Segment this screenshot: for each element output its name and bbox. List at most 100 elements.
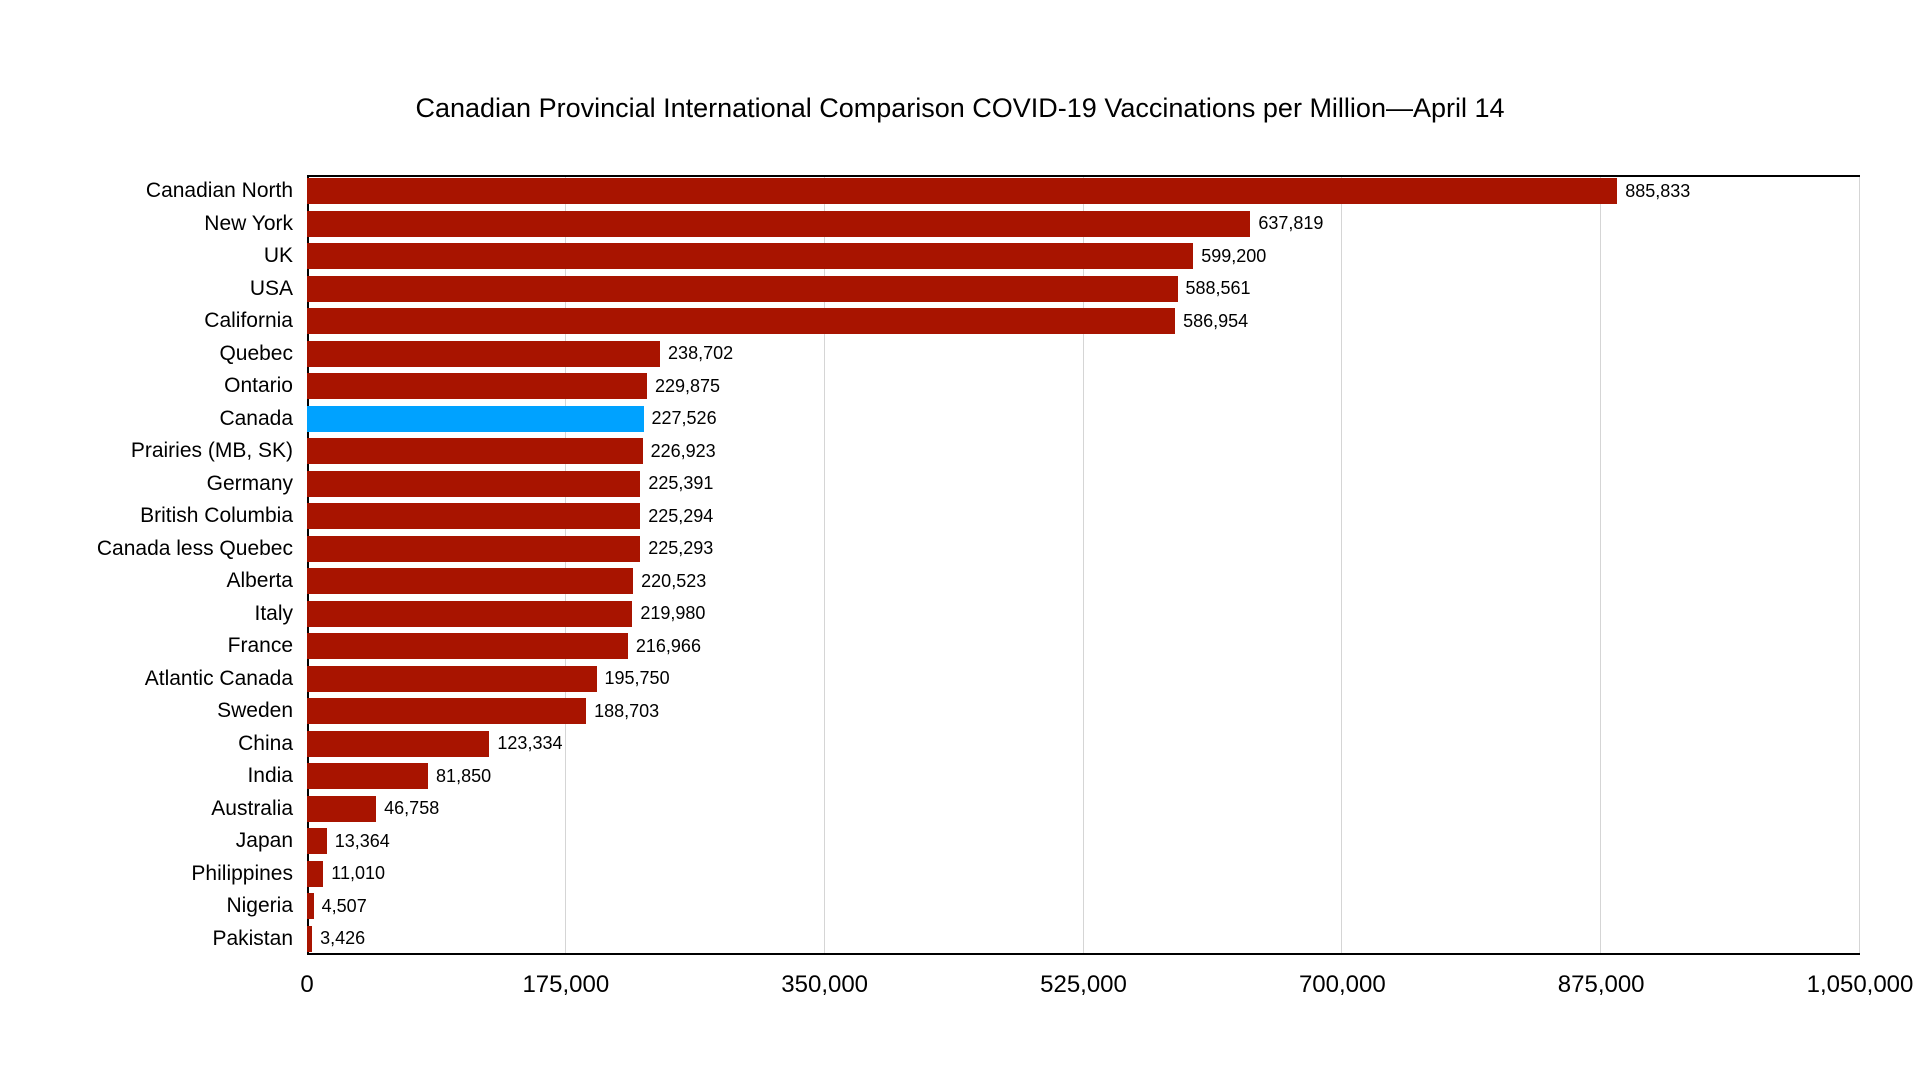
bar-track: 3,426 (307, 923, 1860, 956)
bar-track: 11,010 (307, 858, 1860, 891)
value-label: 81,850 (436, 765, 492, 786)
gridline (1859, 177, 1860, 953)
bar-track: 216,966 (307, 630, 1860, 663)
value-label: 4,507 (321, 895, 367, 916)
value-label: 188,703 (594, 700, 660, 721)
category-label: Australia (211, 796, 293, 820)
bar-row: California 586,954 (40, 305, 1860, 338)
category-label: California (204, 309, 293, 333)
category-label: Canada (219, 406, 293, 430)
x-tick-label: 350,000 (781, 971, 869, 998)
bar (307, 438, 643, 465)
category-label: Ontario (224, 374, 293, 398)
value-label: 586,954 (1183, 310, 1249, 331)
bar-track: 225,293 (307, 533, 1860, 566)
bar-track: 219,980 (307, 598, 1860, 631)
bar-row: Alberta 220,523 (40, 565, 1860, 598)
category-label: Atlantic Canada (144, 666, 293, 690)
bar-track: 599,200 (307, 240, 1860, 273)
category-label: Italy (254, 601, 293, 625)
bar-track: 238,702 (307, 338, 1860, 371)
bar (307, 340, 661, 367)
x-tick-label: 0 (300, 971, 314, 998)
value-label: 229,875 (654, 375, 721, 396)
value-label: 123,334 (497, 733, 563, 754)
gridline (564, 177, 566, 953)
value-label: 885,833 (1625, 180, 1691, 201)
x-tick-label: 525,000 (1040, 971, 1127, 998)
bar-track: 188,703 (307, 695, 1860, 728)
value-label: 227,526 (651, 408, 717, 429)
value-label: 637,819 (1258, 213, 1324, 234)
x-tick-label: 175,000 (522, 971, 610, 998)
x-axis: 0 175,000 350,000 525,000 700,000 875,000 1,05… (300, 955, 1913, 1005)
gridline (1600, 177, 1602, 953)
bar-row: Quebec 238,702 (40, 338, 1860, 371)
bar-chart: Canadian North 885,833 New York 637,819 UK 59… (40, 175, 1913, 998)
value-label: 226,923 (650, 440, 716, 461)
bar (307, 763, 429, 790)
chart-title: Canadian Provincial International Compar… (415, 93, 1505, 123)
plot-area (307, 175, 1860, 955)
category-label: Japan (235, 829, 293, 853)
bar-rows: Canadian North 885,833 New York 637,819 UK 59… (40, 175, 1860, 955)
x-tick-label: 1,050,000 (1806, 971, 1914, 998)
bar (307, 860, 324, 887)
bar-track: 226,923 (307, 435, 1860, 468)
bar-track: 637,819 (307, 208, 1860, 241)
bar-track: 46,758 (307, 793, 1860, 826)
bar-track: 123,334 (307, 728, 1860, 761)
bar (307, 373, 647, 400)
bar (307, 925, 313, 952)
value-label: 216,966 (635, 635, 701, 656)
value-label: 219,980 (640, 603, 706, 624)
bar-row: Australia 46,758 (40, 793, 1860, 826)
value-label: 599,200 (1201, 245, 1267, 266)
bar-track: 885,833 (307, 175, 1860, 208)
bar (307, 210, 1251, 237)
value-label: 195,750 (604, 668, 670, 689)
value-label: 3,426 (320, 928, 366, 949)
value-label: 13,364 (334, 830, 390, 851)
category-label: France (227, 634, 293, 658)
bar (307, 730, 490, 757)
category-label: Nigeria (226, 894, 293, 918)
bar (307, 275, 1178, 302)
gridline (1341, 177, 1343, 953)
bar-row: UK 599,200 (40, 240, 1860, 273)
x-tick-label: 700,000 (1298, 971, 1386, 998)
x-tick-label: 875,000 (1557, 971, 1645, 998)
bar-row: New York 637,819 (40, 208, 1860, 241)
bar-track: 220,523 (307, 565, 1860, 598)
value-label: 220,523 (641, 570, 707, 591)
bar (307, 503, 641, 530)
bar-row: Prairies (MB, SK) 226,923 (40, 435, 1860, 468)
value-label: 225,391 (648, 473, 714, 494)
value-label: 238,702 (668, 343, 734, 364)
value-label: 11,010 (331, 863, 385, 884)
value-label: 588,561 (1185, 278, 1251, 299)
category-label: Sweden (217, 699, 293, 723)
bar-row: USA 588,561 (40, 273, 1860, 306)
bar-row: Philippines 11,010 (40, 858, 1860, 891)
bar (307, 633, 628, 660)
category-label: Canadian North (145, 179, 293, 203)
category-label: USA (249, 276, 293, 300)
category-label: Canada less Quebec (96, 536, 293, 560)
category-label: Germany (206, 471, 293, 495)
category-label: British Columbia (140, 504, 293, 528)
value-label: 46,758 (384, 798, 440, 819)
bar-track: 4,507 (307, 890, 1860, 923)
bar-track: 195,750 (307, 663, 1860, 696)
bar (307, 178, 1618, 205)
category-label: China (238, 731, 293, 755)
bar (307, 470, 641, 497)
category-label: Quebec (219, 341, 293, 365)
category-label: Pakistan (212, 926, 293, 950)
bar-track: 225,391 (307, 468, 1860, 501)
bar-track: 13,364 (307, 825, 1860, 858)
bar-track: 227,526 (307, 403, 1860, 436)
bar (307, 665, 597, 692)
bar-highlighted (307, 405, 644, 432)
category-label: Alberta (226, 569, 293, 593)
